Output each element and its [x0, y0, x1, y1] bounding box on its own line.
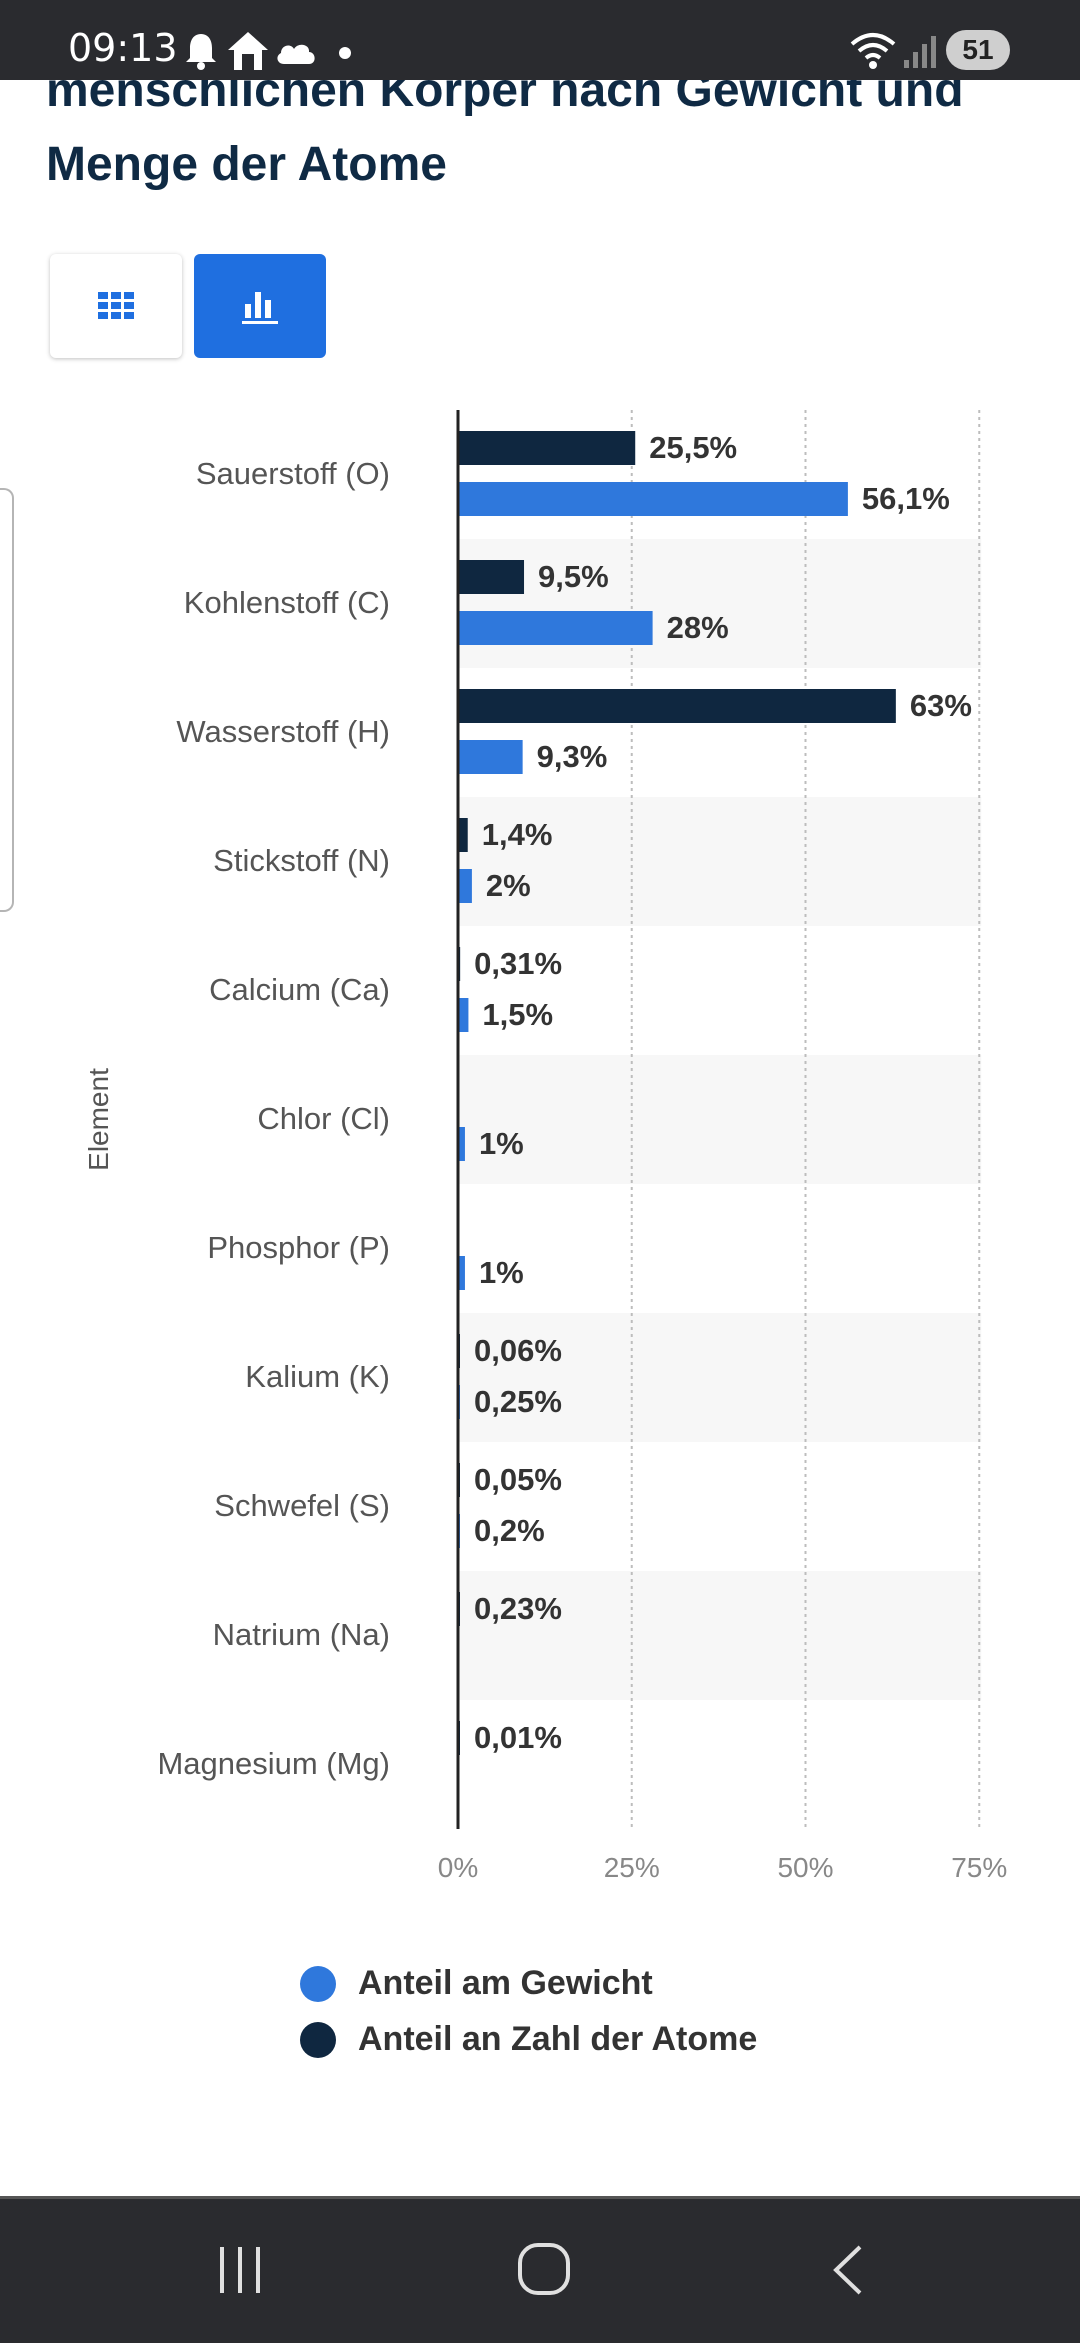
legend-dot-weight [300, 1966, 336, 2002]
table-view-button[interactable] [50, 254, 182, 358]
bar-weight[interactable] [458, 1256, 465, 1290]
wifi-icon [850, 33, 896, 69]
title-line-2: Menge der Atome [46, 138, 447, 191]
category-label: Phosphor (P) [207, 1230, 390, 1265]
category-label: Kohlenstoff (C) [184, 585, 390, 620]
navigation-bar [0, 2196, 1080, 2343]
row-band [458, 1313, 982, 1442]
data-label-weight: 0,25% [474, 1384, 562, 1419]
category-label: Stickstoff (N) [213, 843, 390, 878]
category-label: Chlor (Cl) [257, 1101, 390, 1136]
bar-atoms[interactable] [458, 818, 468, 852]
bar-weight[interactable] [458, 482, 848, 516]
grid-icon [98, 292, 134, 319]
x-tick-label: 50% [777, 1852, 833, 1883]
category-label: Sauerstoff (O) [196, 456, 390, 491]
category-label: Kalium (K) [245, 1359, 390, 1394]
title-line-1: menschlichen Körper nach Gewicht und [46, 64, 964, 117]
data-label-atoms: 0,01% [474, 1720, 562, 1755]
category-label: Calcium (Ca) [209, 972, 390, 1007]
back-icon[interactable] [828, 2243, 868, 2297]
data-label-atoms: 0,06% [474, 1333, 562, 1368]
side-panel-handle[interactable] [0, 488, 14, 912]
row-band [458, 539, 982, 668]
bar-atoms[interactable] [458, 689, 896, 723]
bar-chart: Sauerstoff (O) Kohlenstoff (C) Wasserstoff… [83, 410, 1007, 1883]
bar-weight[interactable] [458, 998, 469, 1032]
category-label: Natrium (Na) [213, 1617, 390, 1652]
bar-weight[interactable] [458, 869, 472, 903]
x-tick-label: 25% [604, 1852, 660, 1883]
bell-icon [186, 34, 216, 70]
x-tick-label: 0% [438, 1852, 478, 1883]
data-label-atoms: 1,4% [482, 817, 553, 852]
legend-label-weight: Anteil am Gewicht [358, 1964, 653, 2002]
data-label-weight: 9,3% [537, 739, 608, 774]
bar-weight[interactable] [458, 1127, 465, 1161]
data-label-atoms: 63% [910, 688, 972, 723]
data-label-weight: 1% [479, 1126, 524, 1161]
row-band [458, 1571, 982, 1700]
legend-dot-atoms [300, 2022, 336, 2058]
signal-icon [904, 36, 936, 68]
y-axis-title: Element [83, 1068, 114, 1171]
category-label: Wasserstoff (H) [176, 714, 390, 749]
home-button-icon[interactable] [516, 2241, 572, 2297]
data-label-atoms: 0,05% [474, 1462, 562, 1497]
home-icon [228, 32, 268, 70]
data-label-weight: 1,5% [482, 997, 553, 1032]
row-band [458, 1055, 982, 1184]
data-label-atoms: 0,31% [474, 946, 562, 981]
row-band [458, 797, 982, 926]
data-label-weight: 2% [486, 868, 531, 903]
bar-weight[interactable] [458, 611, 653, 645]
x-tick-label: 75% [951, 1852, 1007, 1883]
battery-indicator: 51 [946, 30, 1010, 70]
cloud-icon [277, 44, 315, 64]
data-label-weight: 28% [667, 610, 729, 645]
bar-chart-icon [242, 292, 278, 324]
legend-label-atoms: Anteil an Zahl der Atome [358, 2020, 758, 2058]
recent-apps-icon[interactable] [216, 2243, 266, 2297]
dot-icon [339, 47, 351, 59]
category-label: Magnesium (Mg) [157, 1746, 390, 1781]
data-label-weight: 1% [479, 1255, 524, 1290]
bar-atoms[interactable] [458, 431, 636, 465]
status-time: 09:13 [68, 26, 178, 70]
status-bar: 09:13 51 [0, 0, 1080, 80]
data-label-weight: 0,2% [474, 1513, 545, 1548]
data-label-atoms: 25,5% [649, 430, 737, 465]
bar-weight[interactable] [458, 740, 523, 774]
chart-view-button[interactable] [194, 254, 326, 358]
category-label: Schwefel (S) [214, 1488, 390, 1523]
data-label-atoms: 9,5% [538, 559, 609, 594]
bar-atoms[interactable] [458, 560, 525, 594]
data-label-atoms: 0,23% [474, 1591, 562, 1626]
data-label-weight: 56,1% [862, 481, 950, 516]
